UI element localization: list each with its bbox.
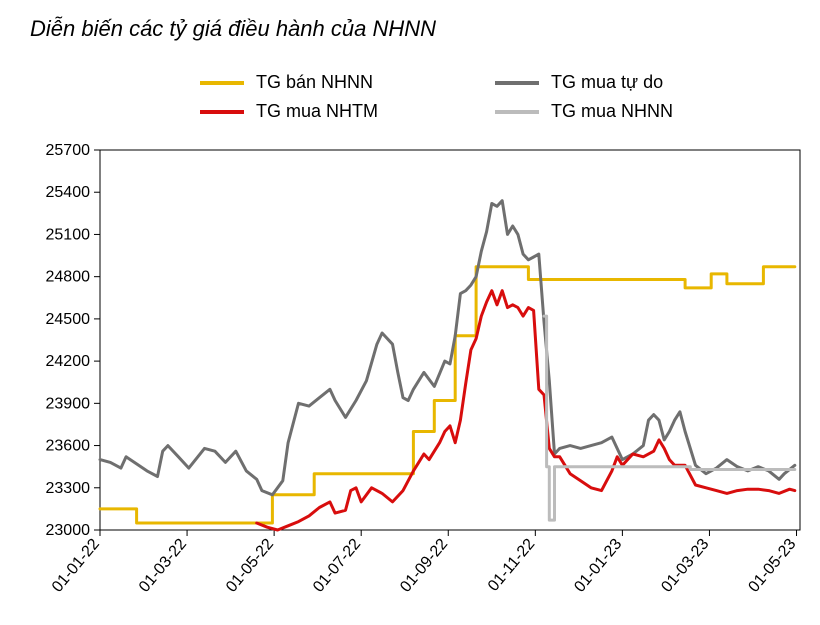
svg-text:01-07-22: 01-07-22 xyxy=(310,536,364,596)
svg-text:01-01-23: 01-01-23 xyxy=(571,536,625,596)
legend-item: TG mua tự do xyxy=(495,72,760,93)
legend-item: TG bán NHNN xyxy=(200,72,465,93)
legend-swatch xyxy=(495,110,539,114)
svg-text:23900: 23900 xyxy=(46,395,91,412)
legend-label: TG mua tự do xyxy=(551,72,663,93)
legend-swatch xyxy=(200,81,244,85)
legend-label: TG mua NHTM xyxy=(256,101,378,122)
svg-text:01-03-23: 01-03-23 xyxy=(658,536,712,596)
legend-item: TG mua NHNN xyxy=(495,101,760,122)
svg-text:01-09-22: 01-09-22 xyxy=(397,536,451,596)
svg-text:24800: 24800 xyxy=(46,269,91,286)
svg-text:24200: 24200 xyxy=(46,353,91,370)
chart-legend: TG bán NHNN TG mua tự do TG mua NHTM TG … xyxy=(200,72,760,122)
svg-text:01-03-22: 01-03-22 xyxy=(136,536,190,596)
chart-title: Diễn biến các tỷ giá điều hành của NHNN xyxy=(30,16,436,42)
svg-text:23000: 23000 xyxy=(46,522,91,539)
svg-text:25400: 25400 xyxy=(46,184,91,201)
legend-swatch xyxy=(200,110,244,114)
exchange-rate-chart: Diễn biến các tỷ giá điều hành của NHNN … xyxy=(0,0,820,625)
svg-text:01-05-22: 01-05-22 xyxy=(223,536,277,596)
legend-label: TG bán NHNN xyxy=(256,72,373,93)
legend-item: TG mua NHTM xyxy=(200,101,465,122)
svg-text:01-01-22: 01-01-22 xyxy=(49,536,103,596)
svg-text:23300: 23300 xyxy=(46,480,91,497)
svg-text:25100: 25100 xyxy=(46,226,91,243)
legend-label: TG mua NHNN xyxy=(551,101,673,122)
svg-text:01-11-22: 01-11-22 xyxy=(485,536,538,595)
legend-swatch xyxy=(495,81,539,85)
svg-text:01-05-23: 01-05-23 xyxy=(745,536,799,596)
svg-text:25700: 25700 xyxy=(46,142,91,159)
svg-text:23600: 23600 xyxy=(46,438,91,455)
svg-text:24500: 24500 xyxy=(46,311,91,328)
